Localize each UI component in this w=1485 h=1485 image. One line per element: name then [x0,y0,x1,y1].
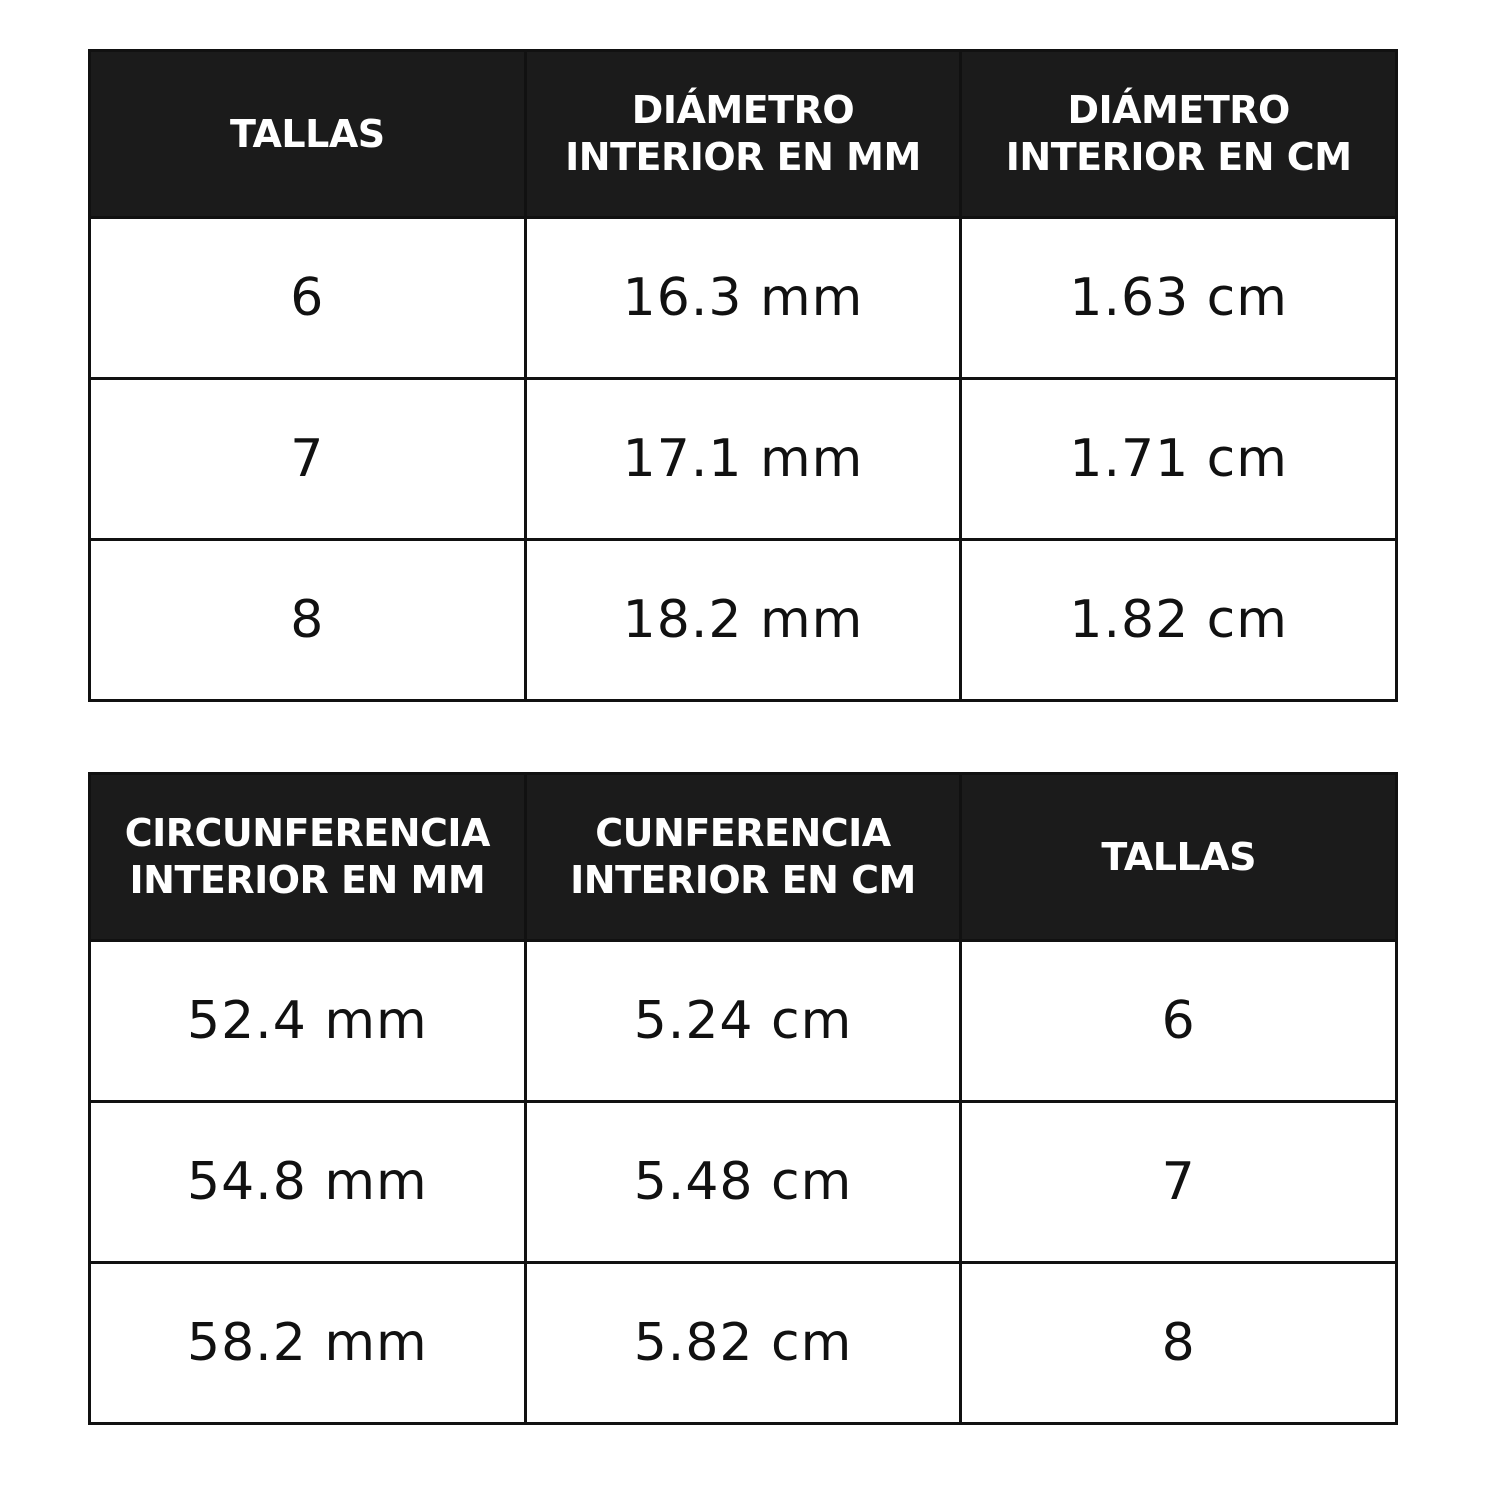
circumference-size-table: CIRCUNFERENCIA INTERIOR EN MM CUNFERENCI… [88,772,1398,1425]
header-label: DIÁMETRO INTERIOR EN MM [565,88,921,179]
table-cell: 16.3 mm [523,216,963,380]
table-cell: 1.63 cm [959,216,1398,380]
header-cell: DIÁMETRO INTERIOR EN CM [959,49,1398,219]
table-cell: 8 [88,538,527,702]
table-header-row: CIRCUNFERENCIA INTERIOR EN MM CUNFERENCI… [88,772,1398,942]
table-row: 7 17.1 mm 1.71 cm [88,377,1398,541]
header-label: CUNFERENCIA INTERIOR EN CM [570,811,916,902]
table-cell: 6 [88,216,527,380]
header-label: TALLAS [1101,834,1256,879]
table-cell: 52.4 mm [88,939,527,1103]
table-cell: 1.82 cm [959,538,1398,702]
header-cell: DIÁMETRO INTERIOR EN MM [523,49,963,219]
table-cell: 7 [959,1100,1398,1264]
table-cell: 17.1 mm [523,377,963,541]
table-cell: 5.48 cm [523,1100,963,1264]
header-cell: CUNFERENCIA INTERIOR EN CM [523,772,963,942]
table-cell: 7 [88,377,527,541]
table-cell: 5.82 cm [523,1261,963,1425]
table-cell: 58.2 mm [88,1261,527,1425]
header-cell: TALLAS [959,772,1398,942]
table-cell: 54.8 mm [88,1100,527,1264]
table-row: 58.2 mm 5.82 cm 8 [88,1261,1398,1425]
table-row: 6 16.3 mm 1.63 cm [88,216,1398,380]
table-cell: 6 [959,939,1398,1103]
header-cell: TALLAS [88,49,527,219]
table-row: 54.8 mm 5.48 cm 7 [88,1100,1398,1264]
diameter-size-table: TALLAS DIÁMETRO INTERIOR EN MM DIÁMETRO … [88,49,1398,702]
table-cell: 5.24 cm [523,939,963,1103]
table-cell: 18.2 mm [523,538,963,702]
table-cell: 1.71 cm [959,377,1398,541]
table-header-row: TALLAS DIÁMETRO INTERIOR EN MM DIÁMETRO … [88,49,1398,219]
header-cell: CIRCUNFERENCIA INTERIOR EN MM [88,772,527,942]
table-row: 8 18.2 mm 1.82 cm [88,538,1398,702]
table-cell: 8 [959,1261,1398,1425]
header-label: DIÁMETRO INTERIOR EN CM [1005,88,1352,179]
table-row: 52.4 mm 5.24 cm 6 [88,939,1398,1103]
header-label: CIRCUNFERENCIA INTERIOR EN MM [124,811,491,902]
header-label: TALLAS [230,111,385,156]
